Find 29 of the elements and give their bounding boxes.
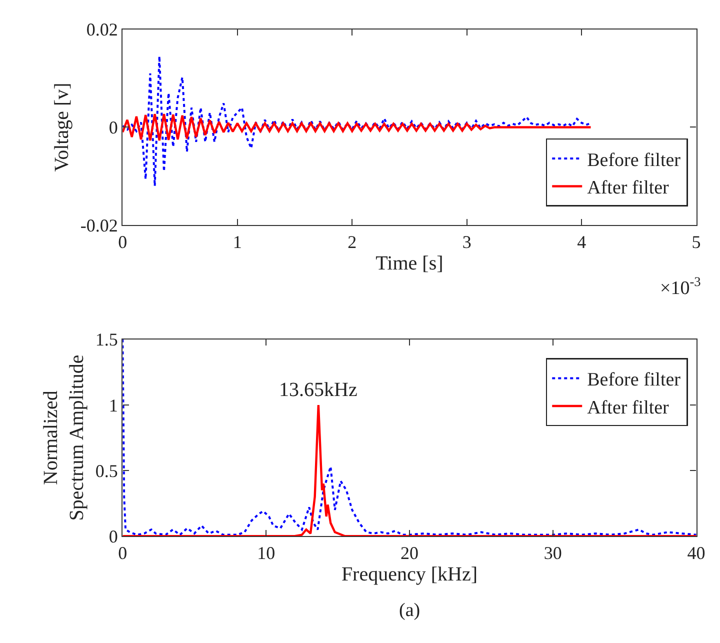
y-tick-label: 0.02 [86, 20, 118, 40]
x-tick-label: 30 [544, 542, 562, 563]
x-tick-label: 40 [687, 542, 706, 563]
y-tick-label: 1 [108, 395, 118, 416]
x-tick-label: 10 [257, 542, 276, 563]
text: (a) [399, 600, 420, 621]
x-tick-label: 3 [462, 232, 472, 252]
x-axis-title: Time [s] [376, 252, 444, 274]
x-tick-label: 5 [692, 232, 701, 252]
x-tick-label: 20 [400, 542, 418, 563]
text: ×10$^{-3}$ [660, 274, 702, 299]
line-series [122, 112, 592, 142]
y-tick-label: -0.02 [80, 215, 118, 236]
legend-label: Before filter [587, 370, 682, 391]
y-tick-label: 0 [108, 118, 118, 138]
x-tick-label: 4 [577, 232, 586, 252]
y-axis-title: Normalized Spectrum Amplitude [40, 354, 88, 521]
x-tick-label: 2 [348, 232, 357, 252]
x-axis-title: Frequency [kHz] [341, 563, 478, 586]
y-tick-label: 0 [108, 526, 118, 546]
legend-label: After filter [587, 397, 670, 418]
y-axis-title: Voltage [v] [50, 82, 73, 172]
annotation: 13.65kHz [279, 379, 358, 401]
legend-label: After filter [587, 178, 670, 199]
legend-label: Before filter [587, 150, 682, 171]
line-series [122, 339, 696, 536]
y-tick-label: 1.5 [95, 330, 118, 350]
x-tick-label: 1 [232, 232, 242, 252]
y-tick-label: 0.5 [95, 460, 118, 481]
